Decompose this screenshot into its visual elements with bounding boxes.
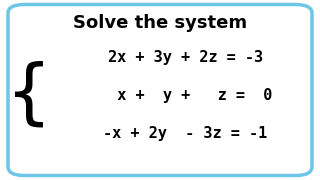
FancyBboxPatch shape [8, 4, 312, 176]
Text: {: { [6, 61, 52, 130]
Text: Solve the system: Solve the system [73, 14, 247, 32]
Text: -x + 2y  - 3z = -1: -x + 2y - 3z = -1 [103, 126, 268, 141]
Text: 2x + 3y + 2z = -3: 2x + 3y + 2z = -3 [108, 50, 263, 65]
Text: x +  y +   z =  0: x + y + z = 0 [99, 88, 272, 103]
